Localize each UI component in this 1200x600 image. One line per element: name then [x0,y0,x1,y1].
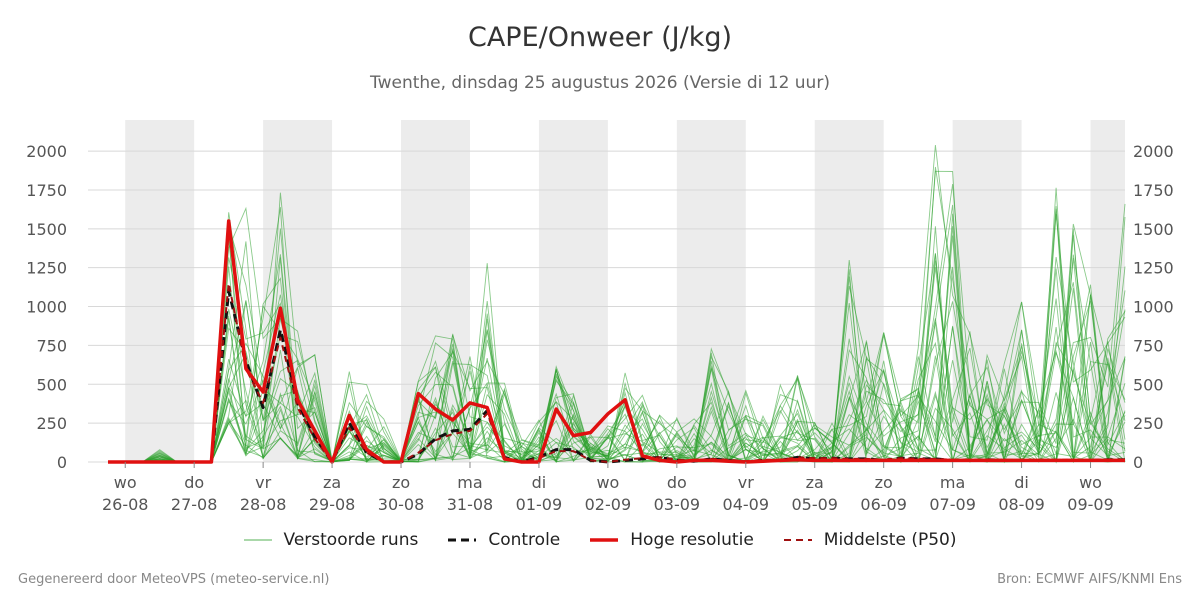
ensemble-run-line [108,252,1126,464]
ensemble-run-line [108,285,1126,463]
y-tick-label-right: 1000 [1133,298,1174,317]
footer-source: Bron: ECMWF AIFS/KNMI Ens [997,572,1182,587]
x-tick-day: wo [114,473,137,492]
x-tick-date: 26-08 [102,495,149,514]
y-tick-label-left: 0 [57,453,67,472]
y-tick-label-left: 1000 [26,298,67,317]
chart-legend: Verstoorde runs Controle Hoge resolutie … [0,530,1200,550]
ensemble-run-line [108,239,1126,464]
x-tick-day: zo [392,473,410,492]
x-tick-date: 04-09 [723,495,770,514]
y-tick-label-left: 2000 [26,142,67,161]
footer-credit: Gegenereerd door MeteoVPS (meteo-service… [18,572,330,587]
x-tick-day: di [532,473,547,492]
x-tick-date: 27-08 [171,495,218,514]
y-tick-label-right: 500 [1133,375,1164,394]
y-tick-label-left: 750 [36,336,67,355]
y-tick-label-right: 1750 [1133,181,1174,200]
x-tick-day: di [1014,473,1029,492]
x-tick-day: zo [875,473,893,492]
legend-swatch-runs [243,539,272,541]
legend-item-runs[interactable]: Verstoorde runs [243,530,419,550]
x-tick-day: za [806,473,824,492]
x-tick-day: do [184,473,204,492]
legend-swatch-median [783,539,812,541]
x-tick-date: 07-09 [929,495,976,514]
legend-label-hires: Hoge resolutie [630,530,754,550]
night-band [676,120,746,462]
ensemble-run-line [108,170,1126,463]
x-tick-day: za [323,473,341,492]
chart-title: CAPE/Onweer (J/kg) [467,22,732,53]
ensemble-run-line [108,257,1126,463]
y-tick-label-left: 250 [36,414,67,433]
x-tick-day: wo [596,473,619,492]
x-tick-date: 30-08 [378,495,425,514]
y-tick-label-right: 250 [1133,414,1164,433]
x-tick-date: 03-09 [654,495,701,514]
x-tick-day: wo [1079,473,1102,492]
x-tick-day: ma [940,473,965,492]
ensemble-run-line [108,325,1126,463]
ensemble-run-line [108,204,1126,463]
chart-subtitle: Twenthe, dinsdag 25 augustus 2026 (Versi… [370,73,830,93]
x-tick-day: vr [255,473,271,492]
y-tick-label-right: 1250 [1133,259,1174,278]
x-tick-day: ma [457,473,482,492]
x-tick-day: vr [738,473,754,492]
x-tick-date: 02-09 [585,495,632,514]
x-tick-date: 01-09 [516,495,563,514]
x-tick-date: 08-09 [998,495,1045,514]
legend-item-control[interactable]: Controle [448,530,560,550]
y-tick-label-right: 1500 [1133,220,1174,239]
y-tick-label-right: 0 [1133,453,1143,472]
legend-label-median: Middelste (P50) [823,530,957,550]
x-tick-date: 31-08 [447,495,494,514]
y-tick-label-left: 1250 [26,259,67,278]
night-band [125,120,195,462]
y-tick-label-left: 1500 [26,220,67,239]
y-tick-label-right: 750 [1133,336,1164,355]
x-tick-date: 29-08 [309,495,356,514]
legend-item-hires[interactable]: Hoge resolutie [590,530,754,550]
y-tick-label-right: 2000 [1133,142,1174,161]
legend-item-median[interactable]: Middelste (P50) [783,530,957,550]
hires-line [108,219,1125,464]
legend-swatch-control [448,538,477,542]
ensemble-run-line [108,294,1126,463]
legend-label-control: Controle [488,530,561,550]
y-tick-label-left: 1750 [26,181,67,200]
x-tick-day: do [667,473,687,492]
x-tick-date: 06-09 [860,495,907,514]
y-tick-label-left: 500 [36,375,67,394]
ensemble-run-line [108,257,1126,464]
ensemble-run-line [108,267,1126,463]
x-tick-date: 09-09 [1067,495,1114,514]
x-tick-date: 05-09 [791,495,838,514]
ensemble-run-line [108,258,1126,463]
ensemble-run-line [108,203,1126,463]
legend-label-runs: Verstoorde runs [283,530,419,550]
ensemble-run-line [108,192,1126,463]
legend-swatch-hires [590,538,619,542]
x-tick-date: 28-08 [240,495,287,514]
